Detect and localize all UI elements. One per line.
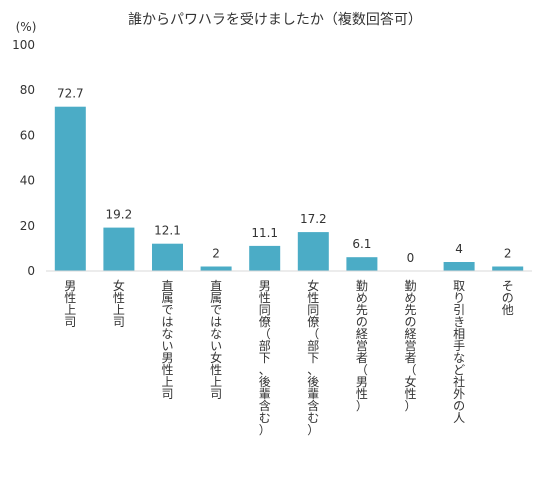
bar bbox=[297, 232, 329, 271]
category-label: 勤め先の経営者（男性） bbox=[356, 279, 368, 413]
bar bbox=[249, 245, 281, 271]
y-axis-ticks: 0 20 40 60 80 100 bbox=[12, 38, 35, 278]
category-label: 女性上司 bbox=[113, 278, 125, 329]
y-tick-label: 60 bbox=[20, 128, 35, 142]
bar-value-label: 0 bbox=[407, 251, 415, 265]
bar-value-label: 72.7 bbox=[57, 87, 84, 101]
category-label: 女性同僚（部下、後輩含む） bbox=[307, 278, 319, 437]
y-axis-unit-label: (%) bbox=[16, 20, 37, 34]
bar bbox=[152, 243, 183, 271]
bar bbox=[200, 266, 232, 271]
category-label: 直属ではない男性上司 bbox=[161, 279, 173, 401]
category-label: その他 bbox=[502, 279, 514, 317]
value-labels-group: 72.7 19.2 12.1 2 11.1 17.2 6.1 0 4 2 bbox=[57, 87, 512, 265]
bar-value-label: 17.2 bbox=[300, 212, 327, 226]
y-tick-label: 80 bbox=[20, 83, 35, 97]
bar bbox=[443, 262, 475, 271]
bar-value-label: 6.1 bbox=[352, 237, 371, 251]
bar bbox=[103, 227, 135, 271]
bar bbox=[492, 266, 524, 271]
category-labels-group: 男性上司 女性上司 直属ではない男性上司 直属ではない女性上司 男性同僚（部下、後輩含む… bbox=[64, 278, 513, 437]
y-tick-label: 100 bbox=[12, 38, 35, 52]
bar-value-label: 11.1 bbox=[251, 226, 278, 240]
bar-value-label: 12.1 bbox=[154, 224, 181, 238]
chart-title: 誰からパワハラを受けましたか（複数回答可） bbox=[128, 11, 422, 28]
bar-value-label: 19.2 bbox=[106, 208, 133, 222]
category-label: 男性同僚（部下、後輩含む） bbox=[259, 279, 271, 437]
category-label: 直属ではない女性上司 bbox=[210, 279, 222, 401]
bar bbox=[346, 257, 378, 271]
bar-value-label: 2 bbox=[212, 247, 220, 261]
bar-value-label: 4 bbox=[455, 242, 463, 256]
bar-value-label: 2 bbox=[504, 247, 512, 261]
category-label: 勤め先の経営者（女性） bbox=[404, 279, 416, 413]
category-label: 男性上司 bbox=[64, 279, 76, 329]
category-label: 取り引き相手など社外の人 bbox=[453, 279, 465, 425]
y-tick-label: 0 bbox=[27, 264, 35, 278]
bars-group bbox=[54, 106, 524, 271]
bar bbox=[54, 106, 86, 271]
y-tick-label: 40 bbox=[20, 174, 35, 188]
y-tick-label: 20 bbox=[20, 219, 35, 233]
